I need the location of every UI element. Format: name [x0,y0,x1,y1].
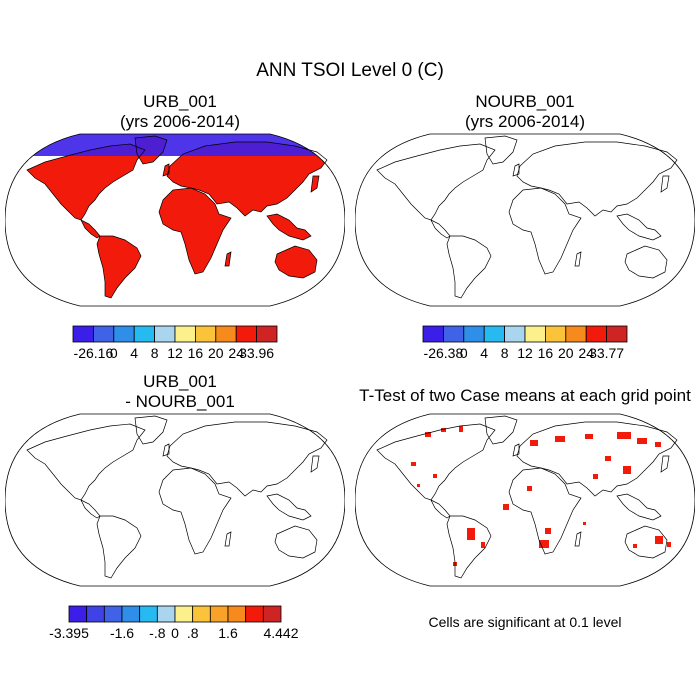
map-nourb [355,133,695,307]
map-frame [355,413,695,587]
colorbar-swatch [174,325,196,343]
colorbar-swatch [156,605,176,623]
colorbar-label: 8 [501,345,509,361]
difference-field [27,416,327,578]
colorbar-swatch [565,325,587,343]
significant-cells [411,426,671,566]
colorbar-label: 4 [130,345,138,361]
colorbar-label: 33.77 [589,345,624,361]
colorbar-swatch [103,605,123,623]
colorbar-label: 8 [151,345,159,361]
colorbar-label: 20 [208,345,224,361]
temperature-field [377,136,677,298]
map-frame [5,413,345,587]
panel-title-line1: T-Test of two Case means at each grid po… [359,386,691,405]
colorbar-label: 4 [480,345,488,361]
colorbar-label: 0 [460,345,468,361]
colorbar-swatch [545,325,567,343]
colorbar-swatch [133,325,156,343]
colorbar-swatch [585,325,607,343]
colorbar-swatch [227,605,247,623]
map-frame [355,133,695,307]
colorbar-swatch [72,325,94,343]
colorbar-swatch [422,325,444,343]
panel-title-urb: URB_001 (yrs 2006-2014) [10,92,350,132]
map-urb [5,133,345,307]
colorbar-swatch [524,325,546,343]
map-ttest [355,413,695,587]
figure-title: ANN TSOI Level 0 (C) [256,60,444,81]
colorbar-label: .8 [187,625,199,641]
panel-title-line2: - NOURB_001 [125,392,235,411]
colorbar-label: 12 [517,345,533,361]
colorbar-swatch [483,325,506,343]
panel-title-nourb: NOURB_001 (yrs 2006-2014) [355,92,695,132]
colorbar-label: -26.38 [424,345,464,361]
colorbar-label: 4.442 [263,625,298,641]
colorbar-swatch [192,605,211,623]
colorbar-label: 0 [110,345,118,361]
colorbar-swatch [245,605,264,623]
colorbar-label: 0 [171,625,179,641]
panel-title-diff: URB_001 - NOURB_001 [10,372,350,412]
colorbar-label: 33.96 [239,345,274,361]
significance-note: Cells are significant at 0.1 level [428,614,622,630]
panel-title-line1: URB_001 [143,372,217,391]
colorbar-label: 24 [228,345,244,361]
colorbar-label: 12 [167,345,183,361]
colorbar-label: 16 [188,345,204,361]
colorbar-swatch [154,325,176,343]
colorbar-swatch [463,325,485,343]
colorbar-swatch [86,605,105,623]
colorbar-swatch [262,605,282,623]
colorbar-swatch [504,325,526,343]
colorbar-swatch [195,325,217,343]
panel-title-line2: (yrs 2006-2014) [464,112,585,131]
colorbar-swatch [215,325,237,343]
panel-title-ttest: T-Test of two Case means at each grid po… [355,386,695,406]
colorbar-label: 16 [538,345,554,361]
colorbar-label: 24 [578,345,594,361]
colorbar-swatch [121,605,141,623]
colorbar-swatch [606,325,628,343]
colorbar-label: -1.6 [110,625,134,641]
colorbar-difference: -3.395 -1.6 -.8 0 .8 1.6 4.442 [49,605,299,641]
panel-title-line2: (yrs 2006-2014) [119,112,240,131]
colorbar-swatch [68,605,88,623]
map-frame [5,133,345,307]
colorbar-label: 20 [558,345,574,361]
colorbar-swatch [174,605,194,623]
colorbar-swatch [209,605,229,623]
colorbar-label: -3.395 [49,625,89,641]
panel-title-line1: NOURB_001 [475,92,575,111]
colorbar-label: -.8 [149,625,166,641]
colorbar-swatch [113,325,135,343]
colorbar-swatch [256,325,278,343]
colorbar-swatch [139,605,158,623]
colorbar-swatch [92,325,115,343]
panel-title-line1: URB_001 [143,92,217,111]
colorbar-swatch [442,325,465,343]
colorbar-label: 1.6 [218,625,238,641]
colorbar-label: -26.16 [74,345,114,361]
colorbar-swatch [235,325,257,343]
map-difference [5,413,345,587]
